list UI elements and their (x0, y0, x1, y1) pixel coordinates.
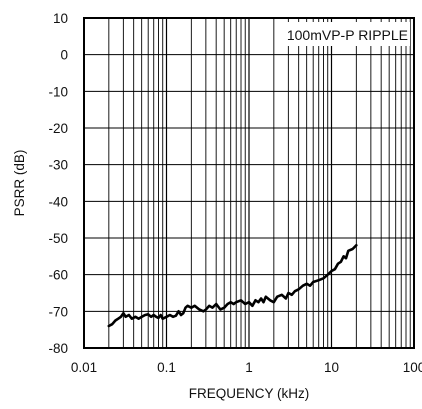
y-tick-label: -20 (48, 121, 68, 136)
annotation-box: 100mVP-P RIPPLE (276, 22, 410, 46)
y-tick-label: -60 (48, 268, 68, 283)
x-tick-label: 0.1 (157, 360, 176, 375)
psrr-curve (107, 244, 358, 328)
curve-layer (107, 244, 358, 328)
x-tick-labels: 0.01 0.1 1 10 100 (71, 360, 422, 375)
annotation-background (276, 22, 410, 46)
y-tick-label: 0 (60, 48, 68, 63)
y-tick-label: -80 (48, 341, 68, 356)
y-axis-label: PSRR (dB) (12, 150, 27, 217)
y-tick-label: -10 (48, 84, 68, 99)
x-tick-label: 100 (403, 360, 422, 375)
x-axis-label: FREQUENCY (kHz) (189, 386, 310, 401)
y-tick-label: -40 (48, 194, 68, 209)
annotation-text: 100mVP-P RIPPLE (287, 27, 408, 43)
y-tick-labels: 10 0 -10 -20 -30 -40 -50 -60 -70 -80 (48, 11, 68, 356)
x-tick-label: 10 (324, 360, 339, 375)
y-tick-label: -50 (48, 231, 68, 246)
x-tick-label: 0.01 (71, 360, 97, 375)
y-tick-label: 10 (53, 11, 68, 26)
plot-frame (83, 17, 415, 349)
y-tick-label: -30 (48, 158, 68, 173)
y-tick-label: -70 (48, 304, 68, 319)
grid (83, 17, 414, 349)
x-tick-label: 1 (245, 360, 253, 375)
